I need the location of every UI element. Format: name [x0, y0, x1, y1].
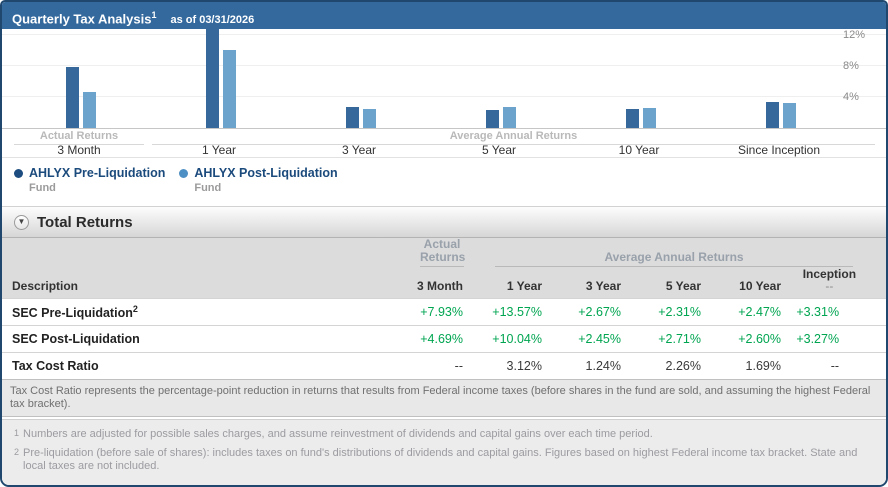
legend-bullet-pre-icon: [14, 169, 23, 179]
column-header-inception: Inception --: [784, 267, 886, 299]
bar-pre-liquidation-5: [766, 101, 779, 128]
collapse-chevron-down-icon[interactable]: ▼: [14, 214, 29, 230]
gridline: [2, 65, 886, 67]
legend-item-post-liquidation: AHLYX Post-Liquidation Fund: [179, 166, 338, 195]
gridline: [2, 34, 886, 36]
chart-plot: 4% 8% 12%: [2, 22, 886, 129]
legend-series-name: AHLYX Post-Liquidation: [194, 166, 338, 181]
legend-series-sublabel: Fund: [29, 182, 56, 195]
value-cell: +2.31%: [624, 298, 704, 326]
row-footnote-marker: 2: [132, 304, 138, 315]
value-cell: +13.57%: [466, 298, 545, 326]
inception-sub-dash: --: [825, 279, 834, 294]
section-title: Total Returns: [37, 213, 133, 231]
group-label-average-annual-returns: Average Annual Returns: [152, 130, 875, 145]
bar-post-liquidation-2: [363, 108, 376, 128]
footnote-1: 1 Numbers are adjusted for possible sale…: [14, 428, 653, 440]
value-cell: --: [784, 352, 886, 380]
value-cell: +7.93%: [387, 298, 466, 326]
bar-post-liquidation-5: [783, 102, 796, 128]
legend-series-sublabel: Fund: [194, 182, 222, 195]
bar-pre-liquidation-1: [206, 22, 219, 128]
value-cell: 1.69%: [704, 352, 784, 380]
column-header-10-year: 10 Year: [704, 267, 784, 299]
y-axis-tick-label: 4%: [843, 91, 859, 104]
chart-axis-group-labels: Actual Returns Average Annual Returns: [2, 130, 886, 145]
category-label: 1 Year: [201, 142, 237, 157]
column-header-5-year: 5 Year: [624, 267, 704, 299]
value-cell: +2.47%: [704, 298, 784, 326]
column-header-3-year: 3 Year: [545, 267, 624, 299]
category-label: 3 Month: [57, 142, 101, 157]
category-label: Since Inception: [737, 142, 821, 157]
legend-item-pre-liquidation: AHLYX Pre-Liquidation Fund: [14, 166, 165, 194]
value-cell: +3.27%: [784, 325, 886, 353]
bar-post-liquidation-3: [503, 106, 516, 128]
table-group-header-actual: Actual Returns: [387, 238, 466, 268]
category-label: 10 Year: [618, 142, 660, 157]
value-cell: +2.71%: [624, 325, 704, 353]
legend-bullet-post-icon: [179, 169, 189, 179]
value-cell: +10.04%: [466, 325, 545, 353]
footnote-2: 2 Pre-liquidation (before sale of shares…: [14, 447, 858, 472]
value-cell: +2.67%: [545, 298, 624, 326]
bar-pre-liquidation-2: [346, 106, 359, 128]
bar-post-liquidation-0: [83, 91, 96, 128]
value-cell: 1.24%: [545, 352, 624, 380]
column-header-3-month: 3 Month: [387, 267, 466, 299]
legend-series-name: AHLYX Pre-Liquidation: [29, 166, 166, 181]
chart-bottom-divider: [2, 156, 886, 158]
group-label-actual-returns: Actual Returns: [14, 130, 144, 145]
bar-pre-liquidation-3: [486, 109, 499, 128]
panel-header: Quarterly Tax Analysis1 as of 03/31/2026: [2, 2, 886, 29]
total-returns-section-header[interactable]: ▼ Total Returns: [2, 206, 886, 239]
y-axis-tick-label: 8%: [843, 60, 859, 73]
total-returns-table: Actual Returns Average Annual Returns De…: [2, 238, 886, 380]
bar-post-liquidation-1: [223, 49, 236, 128]
value-cell: +2.45%: [545, 325, 624, 353]
note-divider-gap: [2, 417, 886, 419]
footnotes-section: 1 Numbers are adjusted for possible sale…: [2, 419, 886, 485]
value-cell: 2.26%: [624, 352, 704, 380]
header-spacer: [2, 238, 387, 268]
panel-title: Quarterly Tax Analysis1: [12, 10, 157, 27]
bar-pre-liquidation-4: [626, 108, 639, 128]
category-label: 3 Year: [341, 142, 377, 157]
value-cell: +4.69%: [387, 325, 466, 353]
bar-pre-liquidation-0: [66, 66, 79, 128]
table-row-sec-post-liquidation: SEC Post-Liquidation +4.69% +10.04% +2.4…: [2, 325, 886, 353]
title-footnote-marker: 1: [151, 10, 157, 20]
as-of-date: as of 03/31/2026: [170, 14, 255, 27]
column-header-1-year: 1 Year: [466, 267, 545, 299]
bar-post-liquidation-4: [643, 107, 656, 128]
table-row-tax-cost-ratio: Tax Cost Ratio -- 3.12% 1.24% 2.26% 1.69…: [2, 352, 886, 380]
value-cell: 3.12%: [466, 352, 545, 380]
category-label: 5 Year: [481, 142, 517, 157]
value-cell: +2.60%: [704, 325, 784, 353]
chart-category-axis: 3 Month 1 Year 3 Year 5 Year 10 Year Sin…: [2, 142, 886, 157]
y-axis-tick-label: 12%: [843, 29, 866, 42]
value-cell: +3.31%: [784, 298, 886, 326]
column-header-description: Description: [2, 267, 387, 299]
chart-legend: AHLYX Pre-Liquidation Fund AHLYX Post-Li…: [2, 157, 886, 194]
table-row-sec-pre-liquidation: SEC Pre-Liquidation2 +7.93% +13.57% +2.6…: [2, 298, 886, 326]
gridline: [2, 96, 886, 98]
table-group-header-average: Average Annual Returns: [466, 238, 886, 268]
value-cell: --: [387, 352, 466, 380]
tax-cost-ratio-note: Tax Cost Ratio represents the percentage…: [2, 379, 886, 418]
